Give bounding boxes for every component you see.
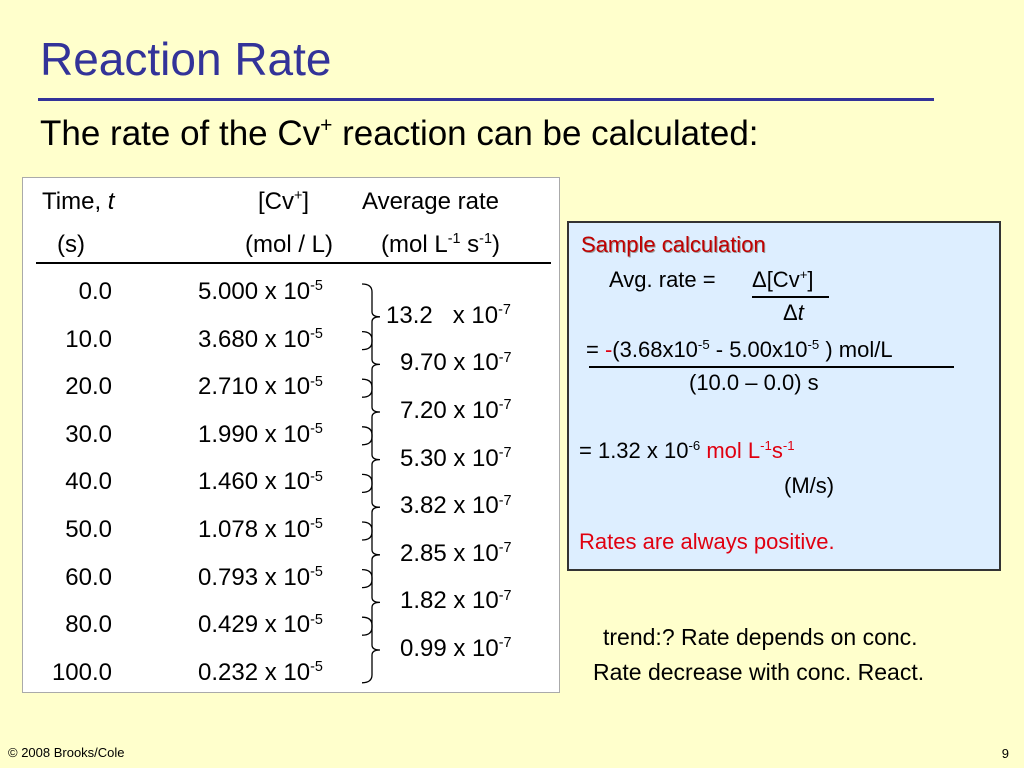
time-cell: 40.0 <box>65 468 112 496</box>
calc-result-alt-unit: (M/s) <box>784 473 835 498</box>
time-cell: 100.0 <box>51 658 112 686</box>
header-time-unit: (s) <box>57 231 85 258</box>
expression-fraction-line <box>589 366 954 368</box>
time-cell: 20.0 <box>65 373 112 401</box>
brace-icon <box>361 568 381 636</box>
calc-note: Rates are always positive. <box>579 529 835 554</box>
header-conc: [Cv+] <box>258 188 310 215</box>
rate-cell: 9.70 x 10-7 <box>400 349 512 377</box>
header-rate-unit: (mol L-1 s-1) <box>381 231 500 258</box>
formula-fraction-line <box>752 296 829 298</box>
concentration-cell: 1.990 x 10-5 <box>198 420 323 448</box>
brace-icon <box>361 283 381 351</box>
concentration-cell: 2.710 x 10-5 <box>198 373 323 401</box>
formula-numerator: Δ[Cv+] <box>752 267 814 292</box>
time-cell: 30.0 <box>65 420 112 448</box>
concentration-cell: 3.680 x 10-5 <box>198 325 323 353</box>
calc-expression: = -(3.68x10-5 - 5.00x10-5 ) mol/L <box>586 337 893 362</box>
calc-result: = 1.32 x 10-6 mol L-1s-1 <box>579 438 795 463</box>
header-time: Time, t <box>42 188 115 215</box>
concentration-cell: 0.232 x 10-5 <box>198 658 323 686</box>
header-divider <box>36 262 551 264</box>
slide-title: Reaction Rate <box>40 33 332 85</box>
avg-rate-label: Avg. rate = <box>609 267 716 292</box>
time-cell: 10.0 <box>65 325 112 353</box>
brace-icon <box>361 378 381 446</box>
concentration-cell: 5.000 x 10-5 <box>198 278 323 305</box>
brace-icon <box>361 330 381 398</box>
brace-icon <box>361 616 381 684</box>
page-number: 9 <box>1001 746 1009 761</box>
trend-line-1: trend:? Rate depends on conc. <box>603 624 918 650</box>
concentration-cell: 1.460 x 10-5 <box>198 468 323 496</box>
title-divider <box>38 98 934 101</box>
formula-denominator: Δt <box>783 300 804 325</box>
rate-cell: 7.20 x 10-7 <box>400 397 512 424</box>
slide-subtitle: The rate of the Cv+ reaction can be calc… <box>40 114 759 153</box>
rate-cell: 0.99 x 10-7 <box>400 635 512 662</box>
rate-cell: 13.2 x 10-7 <box>386 301 511 329</box>
trend-line-2: Rate decrease with conc. React. <box>593 659 925 685</box>
rate-cell: 5.30 x 10-7 <box>400 444 512 472</box>
time-cell: 0.0 <box>78 278 112 305</box>
brace-icon <box>361 521 381 589</box>
time-cell: 80.0 <box>65 611 112 639</box>
rate-cell: 2.85 x 10-7 <box>400 539 512 567</box>
time-cell: 50.0 <box>65 516 112 543</box>
sample-calculation-title: Sample calculation <box>581 232 766 257</box>
header-rate: Average rate <box>362 188 499 215</box>
concentration-cell: 1.078 x 10-5 <box>198 516 323 543</box>
rate-cell: 1.82 x 10-7 <box>400 587 512 615</box>
time-cell: 60.0 <box>65 563 112 591</box>
calc-expression-denominator: (10.0 – 0.0) s <box>689 370 819 395</box>
sample-calculation-box <box>567 221 1001 571</box>
copyright: © 2008 Brooks/Cole <box>8 745 125 760</box>
concentration-cell: 0.793 x 10-5 <box>198 563 323 591</box>
brace-icon <box>361 426 381 494</box>
rate-cell: 3.82 x 10-7 <box>400 492 512 520</box>
concentration-cell: 0.429 x 10-5 <box>198 611 323 639</box>
brace-icon <box>361 473 381 541</box>
header-conc-unit: (mol / L) <box>245 231 334 258</box>
